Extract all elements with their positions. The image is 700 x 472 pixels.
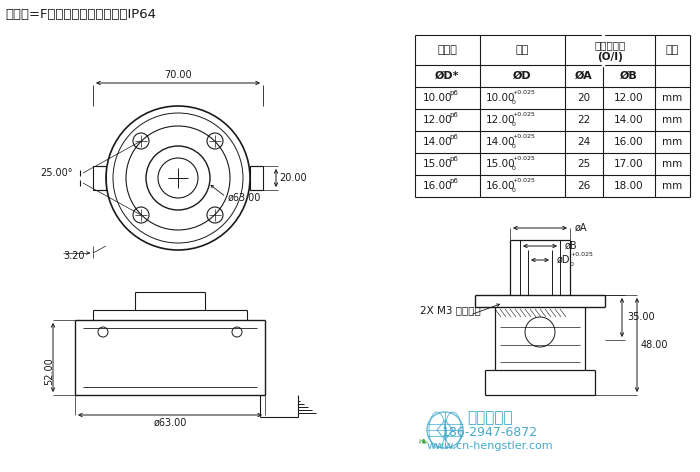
- Text: 10.00: 10.00: [486, 93, 515, 103]
- Text: 16.00: 16.00: [486, 181, 516, 191]
- Text: 26: 26: [578, 181, 591, 191]
- Text: 0: 0: [512, 187, 516, 193]
- Text: 0: 0: [512, 166, 516, 170]
- Text: 0: 0: [512, 100, 516, 104]
- Text: ØB: ØB: [620, 71, 638, 81]
- Text: 25.00°: 25.00°: [41, 168, 73, 178]
- Text: mm: mm: [662, 181, 682, 191]
- Text: 14.00: 14.00: [486, 137, 516, 147]
- Text: 18.00: 18.00: [614, 181, 644, 191]
- Text: 14.00: 14.00: [423, 137, 453, 147]
- Text: +0.025: +0.025: [570, 253, 593, 258]
- Text: +0.025: +0.025: [512, 178, 535, 184]
- Text: 0: 0: [512, 143, 516, 149]
- Text: +0.025: +0.025: [512, 135, 535, 140]
- Text: 0: 0: [570, 261, 574, 267]
- Text: øD: øD: [557, 255, 570, 265]
- Text: mm: mm: [662, 159, 682, 169]
- Text: mm: mm: [662, 137, 682, 147]
- Text: www.cn-hengstler.com: www.cn-hengstler.com: [427, 441, 553, 451]
- Text: 52.00: 52.00: [44, 357, 54, 385]
- Text: 35.00: 35.00: [627, 312, 655, 322]
- Text: 24: 24: [578, 137, 591, 147]
- Text: +0.025: +0.025: [512, 157, 535, 161]
- Text: ❧: ❧: [416, 436, 427, 448]
- Text: p6: p6: [449, 112, 458, 118]
- Text: ø63.00: ø63.00: [153, 418, 187, 428]
- Text: 匹配轴: 匹配轴: [438, 45, 457, 55]
- Text: p6: p6: [449, 90, 458, 96]
- Text: 西安德伍拓: 西安德伍拓: [467, 411, 513, 425]
- Text: 16.00: 16.00: [614, 137, 644, 147]
- Text: 夹紧环外径: 夹紧环外径: [594, 40, 626, 50]
- Text: p6: p6: [449, 134, 458, 140]
- Text: +0.025: +0.025: [512, 112, 535, 118]
- Text: 186-2947-6872: 186-2947-6872: [442, 427, 538, 439]
- Text: 70.00: 70.00: [164, 70, 192, 80]
- Text: ØA: ØA: [575, 71, 593, 81]
- Text: ØD*: ØD*: [435, 71, 460, 81]
- Text: 12.00: 12.00: [614, 93, 644, 103]
- Text: 16.00: 16.00: [423, 181, 453, 191]
- Text: 轴套: 轴套: [516, 45, 529, 55]
- Text: 3.20: 3.20: [63, 251, 85, 261]
- Text: (O/I): (O/I): [597, 52, 623, 62]
- Text: 48.00: 48.00: [641, 340, 668, 350]
- Text: 12.00: 12.00: [423, 115, 453, 125]
- Text: 14.00: 14.00: [614, 115, 644, 125]
- Text: mm: mm: [662, 93, 682, 103]
- Text: øA: øA: [575, 223, 587, 233]
- Text: 轴安装=F；轴套型，前夹紧环；IP64: 轴安装=F；轴套型，前夹紧环；IP64: [5, 8, 156, 20]
- Text: 10.00: 10.00: [423, 93, 452, 103]
- Text: 2X M3 固定螺钉: 2X M3 固定螺钉: [420, 305, 481, 315]
- Text: 0: 0: [512, 121, 516, 126]
- Text: 17.00: 17.00: [614, 159, 644, 169]
- Text: 15.00: 15.00: [486, 159, 516, 169]
- Text: 单位: 单位: [666, 45, 679, 55]
- Text: 20: 20: [578, 93, 591, 103]
- Text: ØD: ØD: [513, 71, 532, 81]
- Text: øB: øB: [565, 241, 578, 251]
- Text: mm: mm: [662, 115, 682, 125]
- Text: 20.00: 20.00: [279, 173, 307, 183]
- Text: +0.025: +0.025: [512, 91, 535, 95]
- Text: 12.00: 12.00: [486, 115, 516, 125]
- Text: p6: p6: [449, 156, 458, 162]
- Text: 15.00: 15.00: [423, 159, 453, 169]
- Text: 22: 22: [578, 115, 591, 125]
- Text: ø63.00: ø63.00: [228, 193, 261, 203]
- Text: 25: 25: [578, 159, 591, 169]
- Text: p6: p6: [449, 178, 458, 184]
